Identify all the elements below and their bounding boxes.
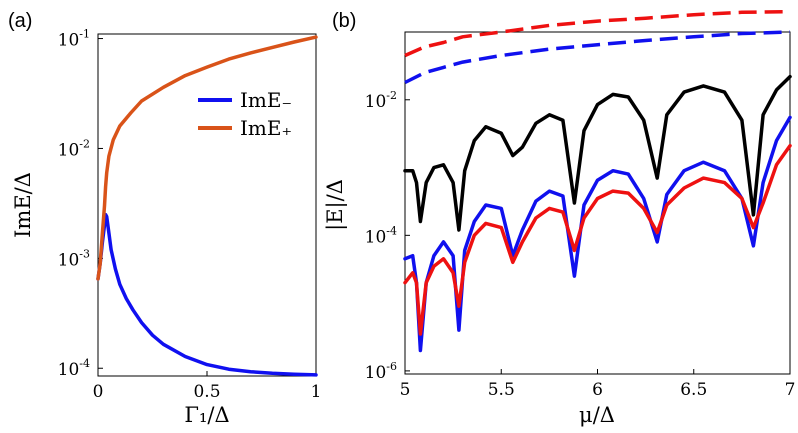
panel-b-xtick-label: 6 [592, 380, 603, 400]
panel-a-axes-box [97, 33, 317, 377]
panel-b-series-3-line [403, 115, 792, 353]
panel-b-plot: 5 5.5 6 6.5 7 10-6 10-4 10-2 μ/Δ |E|/Δ [323, 9, 796, 427]
panel-b-series-1-dashed-line [404, 30, 791, 85]
panel-a-ytick-label: 10-2 [58, 137, 90, 160]
panel-a-series-1-line [96, 35, 318, 281]
panel-b-ytick-label: 10-4 [365, 224, 397, 247]
panel-a-label: (a) [8, 10, 32, 32]
panel-b-xlabel: μ/Δ [579, 403, 615, 427]
panel-b-series-4-line [403, 143, 792, 336]
panel-a-xtick-label: 0 [93, 382, 104, 402]
panel-a-ylabel: ImE/Δ [11, 172, 35, 238]
panel-a-series-0-line [96, 212, 318, 377]
panel-b-series-2-line [403, 74, 792, 232]
panel-b-xtick-label: 6.5 [680, 380, 707, 400]
panel-a-ytick-label: 10-4 [58, 357, 90, 380]
legend-label-ime-minus: ImE₋ [240, 88, 292, 112]
panel-a-xtick-label: 1 [311, 382, 322, 402]
panel-a-plot: 0 0.5 1 10-4 10-3 10-2 10-1 ImE₋ ImE₊ Γ₁/Δ ImE… [11, 28, 321, 427]
panel-b-label: (b) [332, 10, 356, 32]
panel-b-ytick-label: 10-6 [365, 360, 397, 383]
panel-b-series-0-dashed-line [404, 9, 791, 58]
panel-b-ylabel: |E|/Δ [323, 179, 348, 231]
panel-a-xtick-label: 0.5 [193, 382, 220, 402]
panel-b-xtick-label: 5 [400, 380, 411, 400]
panel-b-ytick-label: 10-2 [365, 89, 397, 112]
panel-a-ytick-label: 10-1 [58, 28, 90, 51]
panel-b-xtick-label: 5.5 [488, 380, 515, 400]
panel-a-legend: ImE₋ ImE₊ [198, 88, 292, 140]
legend-label-ime-plus: ImE₊ [240, 116, 292, 140]
panel-a-ytick-label: 10-3 [58, 247, 90, 270]
panel-a-xlabel: Γ₁/Δ [184, 403, 229, 427]
panel-b-xtick-label: 7 [785, 380, 796, 400]
